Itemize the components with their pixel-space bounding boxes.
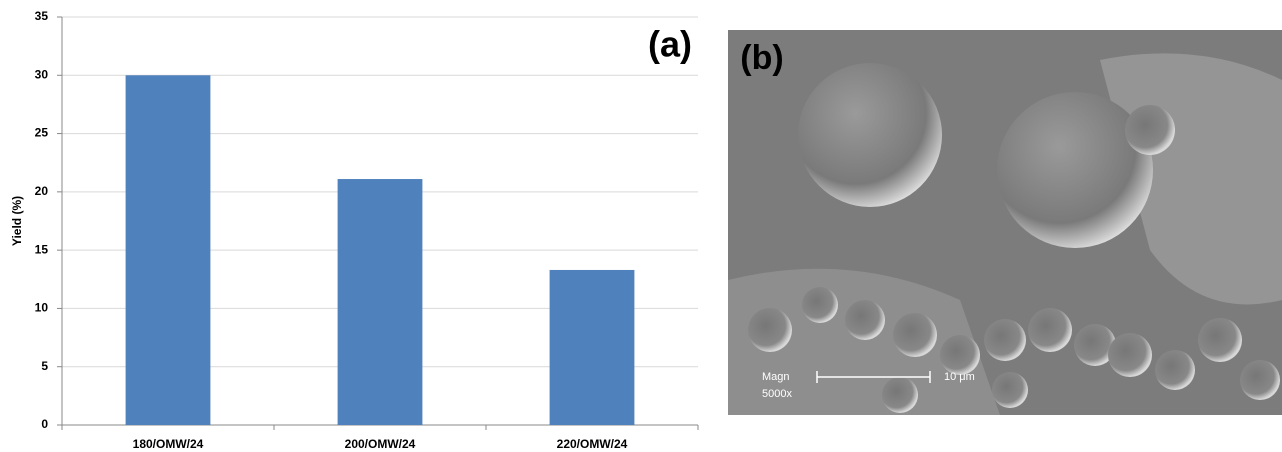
figure: Yield (%) (a) (b) Magn 5000x 10 μm 0 5 10 1… [0, 0, 1282, 452]
y-tick-label: 15 [35, 242, 49, 256]
bar [550, 270, 635, 425]
y-tick-label: 0 [41, 417, 48, 431]
y-tick-label: 5 [41, 359, 48, 373]
y-tick-label: 20 [35, 184, 49, 198]
y-axis-label: Yield (%) [10, 196, 24, 246]
y-tick-label: 25 [35, 126, 49, 140]
y-tick-label: 30 [35, 67, 49, 81]
panel-label: (b) [740, 39, 783, 77]
scale-label: 10 μm [944, 371, 975, 383]
sem-image [728, 30, 1282, 415]
x-tick-label: 180/OMW/24 [133, 437, 204, 451]
bar [338, 179, 423, 425]
x-tick-label: 200/OMW/24 [345, 437, 416, 451]
x-tick-label: 220/OMW/24 [557, 437, 628, 451]
bar [126, 75, 211, 425]
magnification: 5000x [762, 388, 792, 400]
panel-label: (a) [648, 24, 692, 65]
y-tick-label: 35 [35, 9, 49, 23]
y-tick-label: 10 [35, 301, 49, 315]
magnification-label: Magn [762, 371, 790, 383]
